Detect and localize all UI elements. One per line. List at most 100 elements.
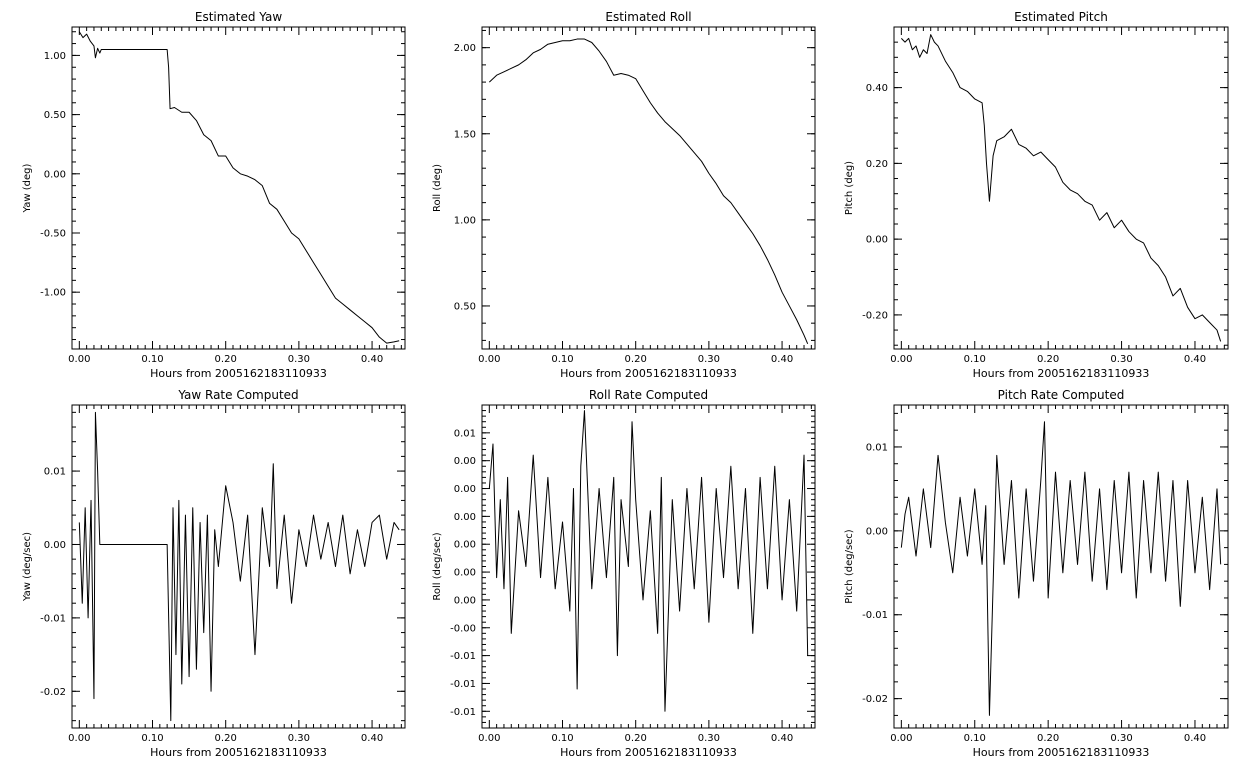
x-tick-label: 0.20 — [1037, 733, 1059, 744]
x-tick-label: 0.40 — [361, 354, 383, 365]
y-tick-label: 1.50 — [454, 129, 476, 140]
y-tick-label: 0.01 — [454, 428, 476, 439]
y-tick-label: 1.00 — [44, 51, 66, 62]
x-tick-label: 0.30 — [698, 733, 720, 744]
x-tick-label: 0.10 — [551, 733, 573, 744]
x-tick-label: 0.40 — [771, 354, 793, 365]
y-tick-label: -0.02 — [40, 687, 66, 698]
y-tick-label: 0.00 — [454, 484, 476, 495]
x-tick-label: 0.30 — [288, 354, 310, 365]
series-line-1 — [488, 38, 809, 345]
y-axis-label: Roll (deg/sec) — [432, 532, 443, 600]
series-line-1 — [488, 410, 809, 712]
chart-panel-6: Pitch Rate Computed Hours from 2005162183… — [844, 388, 1229, 759]
series-line-1 — [78, 31, 400, 344]
x-tick-label: 0.40 — [1184, 733, 1206, 744]
y-tick-label: 0.00 — [44, 540, 66, 551]
x-tick-label: 0.20 — [625, 733, 647, 744]
x-axis-label: Hours from 2005162183110933 — [560, 746, 737, 759]
chart-panel-1: Estimated Yaw Hours from 2005162183110933… — [22, 10, 406, 380]
y-tick-label: -0.01 — [40, 613, 66, 624]
series-line-1 — [78, 411, 400, 722]
x-tick-label: 0.10 — [141, 354, 163, 365]
plot-frame — [71, 404, 406, 729]
chart-title: Roll Rate Computed — [589, 388, 708, 402]
y-tick-label: 0.40 — [866, 83, 888, 94]
y-tick-label: 0.00 — [454, 512, 476, 523]
plot-frame — [893, 404, 1229, 729]
chart-panel-5: Roll Rate Computed Hours from 20051621831… — [432, 388, 816, 759]
x-tick-label: 0.00 — [68, 733, 90, 744]
y-tick-label: 0.00 — [454, 540, 476, 551]
x-axis-label: Hours from 2005162183110933 — [150, 367, 327, 380]
x-tick-label: 0.10 — [964, 354, 986, 365]
y-tick-label: -1.00 — [40, 288, 66, 299]
x-axis-label: Hours from 2005162183110933 — [973, 746, 1150, 759]
x-tick-label: 0.00 — [478, 733, 500, 744]
x-tick-label: 0.40 — [1184, 354, 1206, 365]
y-tick-label: -0.00 — [450, 623, 476, 634]
y-tick-label: -0.01 — [450, 679, 476, 690]
x-tick-label: 0.00 — [890, 733, 912, 744]
x-tick-label: 0.10 — [141, 733, 163, 744]
y-tick-label: 0.50 — [44, 110, 66, 121]
y-tick-label: -0.01 — [450, 651, 476, 662]
y-tick-label: 0.00 — [454, 456, 476, 467]
x-tick-label: 0.20 — [215, 354, 237, 365]
y-axis-label: Pitch (deg) — [844, 161, 855, 215]
y-axis-label: Yaw (deg/sec) — [22, 532, 33, 602]
plot-frame — [481, 404, 816, 729]
x-tick-label: 0.30 — [1110, 354, 1132, 365]
plot-frame — [893, 26, 1229, 350]
y-tick-label: 0.00 — [44, 169, 66, 180]
chart-panel-2: Estimated Roll Hours from 200516218311093… — [432, 10, 816, 380]
y-tick-label: 0.00 — [454, 568, 476, 579]
x-tick-label: 0.00 — [478, 354, 500, 365]
y-tick-label: 2.00 — [454, 43, 476, 54]
y-tick-label: 0.00 — [454, 595, 476, 606]
series-line-1 — [900, 421, 1222, 716]
x-tick-label: 0.20 — [625, 354, 647, 365]
x-axis-label: Hours from 2005162183110933 — [150, 746, 327, 759]
x-tick-label: 0.00 — [68, 354, 90, 365]
x-tick-label: 0.30 — [1110, 733, 1132, 744]
x-tick-label: 0.20 — [1037, 354, 1059, 365]
x-axis-label: Hours from 2005162183110933 — [560, 367, 737, 380]
y-tick-label: -0.01 — [450, 707, 476, 718]
x-tick-label: 0.10 — [551, 354, 573, 365]
plot-frame — [481, 26, 816, 350]
x-tick-label: 0.40 — [361, 733, 383, 744]
y-tick-label: -0.01 — [862, 610, 888, 621]
y-axis-label: Roll (deg) — [432, 164, 443, 212]
chart-title: Pitch Rate Computed — [998, 388, 1125, 402]
y-tick-label: 0.50 — [454, 301, 476, 312]
y-tick-label: 0.00 — [866, 235, 888, 246]
x-tick-label: 0.20 — [215, 733, 237, 744]
x-tick-label: 0.40 — [771, 733, 793, 744]
x-tick-label: 0.30 — [698, 354, 720, 365]
y-tick-label: -0.20 — [862, 310, 888, 321]
y-tick-label: 0.00 — [866, 526, 888, 537]
y-axis-label: Pitch (deg/sec) — [844, 529, 855, 604]
plot-frame — [71, 26, 406, 350]
x-tick-label: 0.10 — [964, 733, 986, 744]
y-tick-label: -0.02 — [862, 694, 888, 705]
x-tick-label: 0.30 — [288, 733, 310, 744]
y-tick-label: 0.01 — [866, 442, 888, 453]
series-line-1 — [900, 34, 1222, 342]
chart-title: Yaw Rate Computed — [177, 388, 298, 402]
x-axis-label: Hours from 2005162183110933 — [973, 367, 1150, 380]
chart-panel-3: Estimated Pitch Hours from 20051621831109… — [844, 10, 1229, 380]
y-axis-label: Yaw (deg) — [22, 163, 33, 213]
x-tick-label: 0.00 — [890, 354, 912, 365]
chart-title: Estimated Roll — [605, 10, 691, 24]
y-tick-label: 0.20 — [866, 159, 888, 170]
chart-title: Estimated Pitch — [1014, 10, 1108, 24]
y-tick-label: -0.50 — [40, 228, 66, 239]
y-tick-label: 0.01 — [44, 467, 66, 478]
chart-title: Estimated Yaw — [195, 10, 282, 24]
y-tick-label: 1.00 — [454, 215, 476, 226]
chart-panel-4: Yaw Rate Computed Hours from 200516218311… — [22, 388, 406, 759]
